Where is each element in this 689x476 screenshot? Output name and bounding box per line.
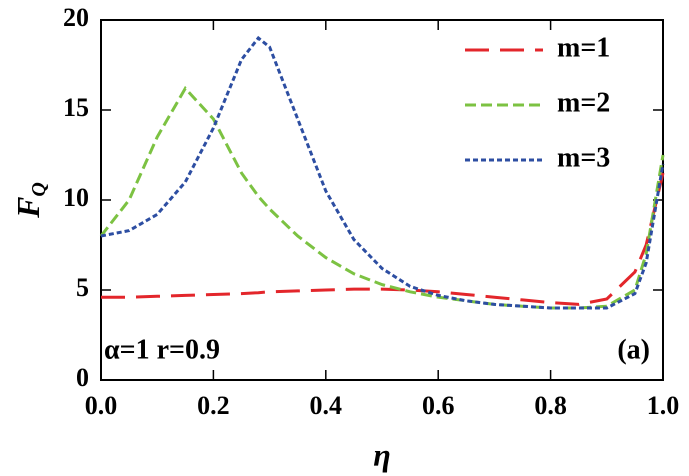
parameter-note: α=1 r=0.9: [104, 334, 220, 365]
x-tick-label: 0.2: [197, 391, 230, 420]
x-tick-label: 0.0: [85, 391, 118, 420]
y-tick-label: 20: [63, 3, 89, 32]
panel-label: (a): [617, 334, 650, 365]
y-label-main: F: [10, 197, 46, 219]
plot-frame: [100, 19, 664, 381]
legend-label: m=1: [557, 32, 610, 63]
series-line: [99, 85, 665, 310]
y-tick-label: 5: [76, 273, 89, 302]
x-tick-label: 1.0: [647, 391, 680, 420]
y-axis-label: FQ: [10, 182, 49, 219]
x-tick-label: 0.4: [310, 391, 343, 420]
y-tick-label: 15: [63, 93, 89, 122]
x-tick-label: 0.8: [534, 391, 567, 420]
legend-label: m=3: [557, 142, 610, 173]
series-line: [101, 172, 665, 306]
y-tick-label: 10: [63, 183, 89, 212]
x-axis-label: η: [373, 436, 391, 472]
y-tick-label: 0: [76, 363, 89, 392]
y-label-sub: Q: [28, 182, 50, 196]
legend-label: m=2: [557, 87, 610, 118]
x-tick-label: 0.6: [422, 391, 455, 420]
series-line: [100, 35, 665, 310]
